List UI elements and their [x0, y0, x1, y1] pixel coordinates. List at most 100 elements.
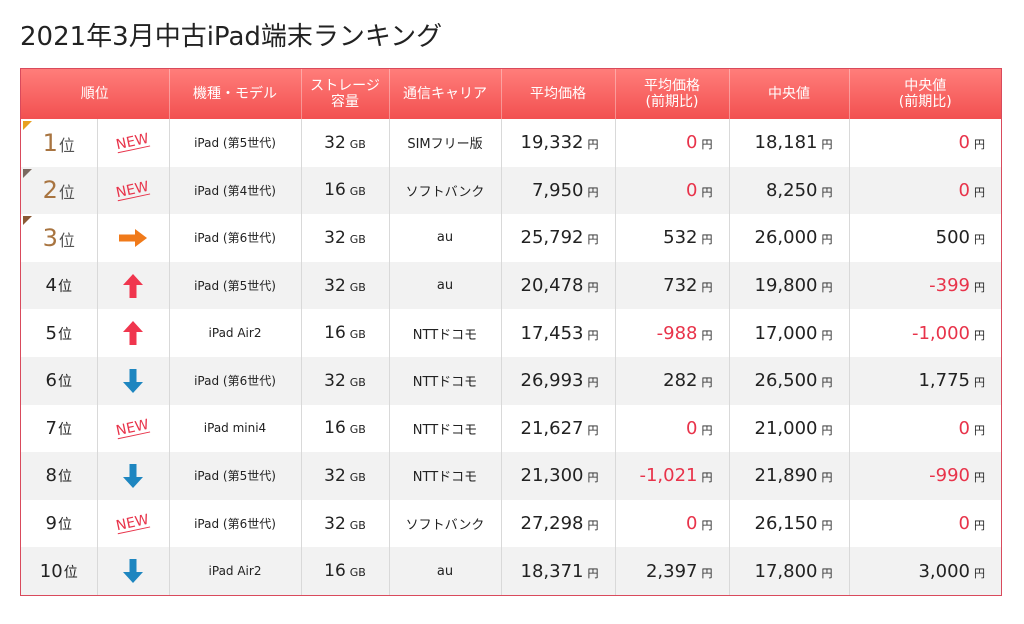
carrier-cell: ソフトバンク [389, 166, 502, 215]
trend-cell [97, 261, 170, 310]
yen-unit: 円 [974, 185, 985, 199]
avg-price-value: 18,371 [520, 560, 584, 582]
avg-change-cell: 2,397 円 [615, 547, 730, 595]
median-change-cell: -399 円 [849, 261, 1001, 310]
table-row: 8位 iPad (第5世代) 32 GB NTTドコモ 21,300 円 -1,02… [21, 452, 1001, 500]
storage-cell: 32 GB [301, 452, 390, 500]
median-value: 26,150 [754, 513, 818, 535]
table-row: 9位 NEW iPad (第6世代) 32 GB ソフトバンク 27,298 円 0… [21, 499, 1001, 548]
avg-change-cell: -1,021 円 [615, 452, 730, 500]
table-row: 6位 iPad (第6世代) 32 GB NTTドコモ 26,993 円 282 円 … [21, 356, 1001, 405]
carrier-cell: ソフトバンク [389, 499, 502, 548]
median-change-value: -1,000 [911, 322, 970, 344]
yen-unit: 円 [974, 138, 985, 152]
rank-unit: 位 [58, 230, 75, 250]
yen-unit: 円 [821, 471, 833, 485]
yen-unit: 円 [587, 566, 599, 580]
storage-value: 16 [324, 180, 346, 201]
rank-cell: 5位 [21, 309, 98, 357]
avg-price-value: 21,627 [520, 417, 584, 439]
yen-unit: 円 [701, 185, 713, 199]
rank-number: 10 [39, 560, 63, 582]
yen-unit: 円 [974, 376, 985, 390]
avg-price-value: 21,300 [520, 465, 584, 487]
avg-price-value: 27,298 [520, 513, 584, 535]
yen-unit: 円 [587, 519, 599, 533]
storage-value: 16 [324, 418, 346, 439]
trend-cell: NEW [97, 404, 170, 453]
yen-unit: 円 [974, 471, 985, 485]
header-model: 機種・モデル [169, 69, 302, 119]
rank-corner-marker [23, 121, 32, 130]
new-badge: NEW [115, 416, 151, 440]
yen-unit: 円 [821, 328, 833, 342]
median-change-cell: 1,775 円 [849, 356, 1001, 405]
median-cell: 26,150 円 [729, 499, 850, 548]
avg-price-cell: 21,627 円 [501, 404, 616, 453]
header-median: 中央値 [729, 69, 850, 119]
rank-cell: 10位 [21, 547, 98, 595]
avg-price-value: 17,453 [520, 322, 584, 344]
avg-price-value: 20,478 [520, 275, 584, 297]
avg-price-cell: 18,371 円 [501, 547, 616, 595]
down-arrow-icon [98, 558, 169, 584]
header-avg-price: 平均価格 [501, 69, 616, 119]
new-badge: NEW [115, 178, 151, 202]
header-avg-change: 平均価格 (前期比) [615, 69, 730, 119]
model-cell: iPad Air2 [169, 547, 302, 595]
median-change-cell: 500 円 [849, 214, 1001, 262]
avg-price-value: 7,950 [531, 179, 584, 201]
rank-corner-marker [23, 216, 32, 226]
rank-unit: 位 [57, 421, 72, 438]
carrier-cell: NTTドコモ [389, 404, 502, 453]
storage-unit: GB [349, 518, 366, 532]
median-cell: 19,800 円 [729, 261, 850, 310]
storage-unit: GB [349, 375, 366, 389]
avg-price-value: 26,993 [520, 370, 584, 392]
avg-change-value: 0 [686, 179, 698, 201]
median-change-value: -399 [929, 275, 970, 297]
trend-cell: NEW [97, 499, 170, 548]
storage-unit: GB [349, 470, 366, 484]
avg-price-cell: 21,300 円 [501, 452, 616, 500]
avg-price-value: 19,332 [520, 132, 584, 154]
yen-unit: 円 [821, 519, 833, 533]
storage-value: 32 [324, 132, 346, 153]
trend-cell [97, 452, 170, 500]
avg-change-value: -1,021 [639, 465, 698, 487]
median-value: 17,000 [754, 322, 818, 344]
yen-unit: 円 [587, 233, 599, 247]
trend-cell [97, 214, 170, 262]
rank-cell: 2位 [21, 166, 98, 215]
trend-cell [97, 356, 170, 405]
median-value: 17,800 [754, 560, 818, 582]
carrier-cell: NTTドコモ [389, 452, 502, 500]
rank-number: 2 [42, 176, 58, 205]
median-cell: 17,000 円 [729, 309, 850, 357]
avg-change-cell: 732 円 [615, 261, 730, 310]
yen-unit: 円 [974, 519, 985, 533]
table-row: 5位 iPad Air2 16 GB NTTドコモ 17,453 円 -988 円 1… [21, 309, 1001, 357]
storage-value: 32 [324, 275, 346, 296]
median-change-value: 500 [935, 227, 970, 249]
storage-cell: 16 GB [301, 547, 390, 595]
median-change-cell: 3,000 円 [849, 547, 1001, 595]
avg-change-cell: 532 円 [615, 214, 730, 262]
avg-price-cell: 20,478 円 [501, 261, 616, 310]
rank-unit: 位 [57, 469, 72, 486]
yen-unit: 円 [974, 328, 985, 342]
rank-number: 7 [45, 417, 57, 439]
rank-cell: 4位 [21, 261, 98, 310]
median-value: 21,890 [754, 465, 818, 487]
avg-change-cell: -988 円 [615, 309, 730, 357]
trend-cell [97, 547, 170, 595]
storage-unit: GB [349, 566, 366, 580]
carrier-cell: NTTドコモ [389, 309, 502, 357]
carrier-cell: NTTドコモ [389, 356, 502, 405]
carrier-cell: au [389, 214, 502, 262]
yen-unit: 円 [587, 471, 599, 485]
up-arrow-icon [98, 273, 169, 299]
